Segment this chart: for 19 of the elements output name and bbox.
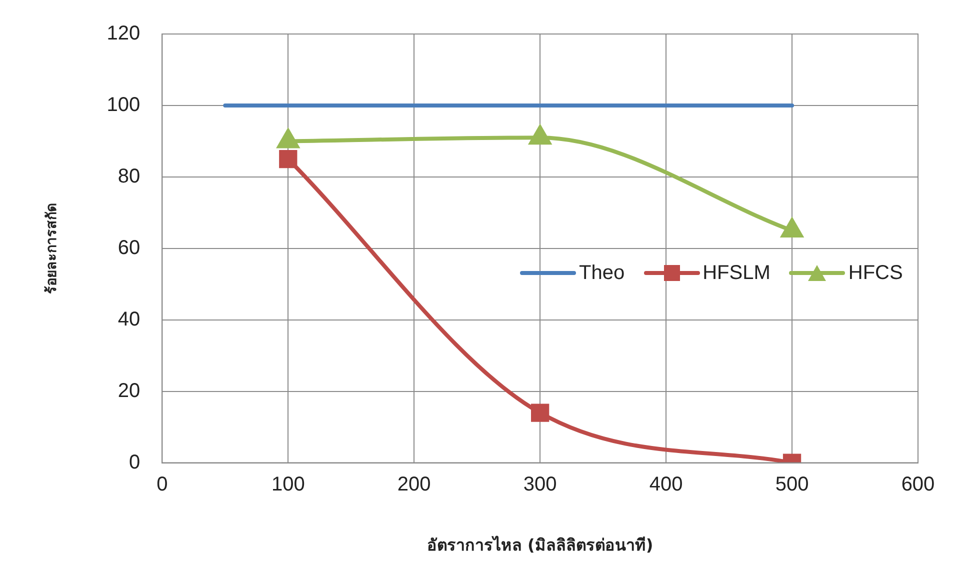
y-tick-label: 20 bbox=[118, 380, 140, 402]
x-tick-label: 500 bbox=[775, 473, 809, 496]
x-axis-title: อัตราการไหล (มิลลิลิตรต่อนาที) bbox=[426, 536, 654, 555]
x-tick-label: 300 bbox=[523, 473, 557, 496]
x-tick-label: 0 bbox=[156, 473, 168, 496]
y-tick-label: 100 bbox=[106, 94, 140, 116]
x-tick-label: 100 bbox=[271, 473, 305, 496]
x-tick-label: 400 bbox=[649, 473, 683, 496]
legend-label: Theo bbox=[579, 262, 625, 285]
legend-label: HFCS bbox=[848, 262, 903, 285]
x-tick-label: 200 bbox=[397, 473, 431, 496]
y-tick-label: 40 bbox=[118, 308, 140, 330]
x-tick-label: 600 bbox=[901, 473, 935, 496]
y-tick-label: 80 bbox=[118, 165, 140, 188]
y-tick-label: 0 bbox=[129, 451, 140, 474]
y-tick-label: 60 bbox=[118, 236, 140, 259]
y-axis-title: ร้อยละการสกัด bbox=[44, 202, 60, 294]
y-tick-label: 120 bbox=[106, 22, 140, 45]
legend-label: HFSLM bbox=[702, 262, 770, 285]
